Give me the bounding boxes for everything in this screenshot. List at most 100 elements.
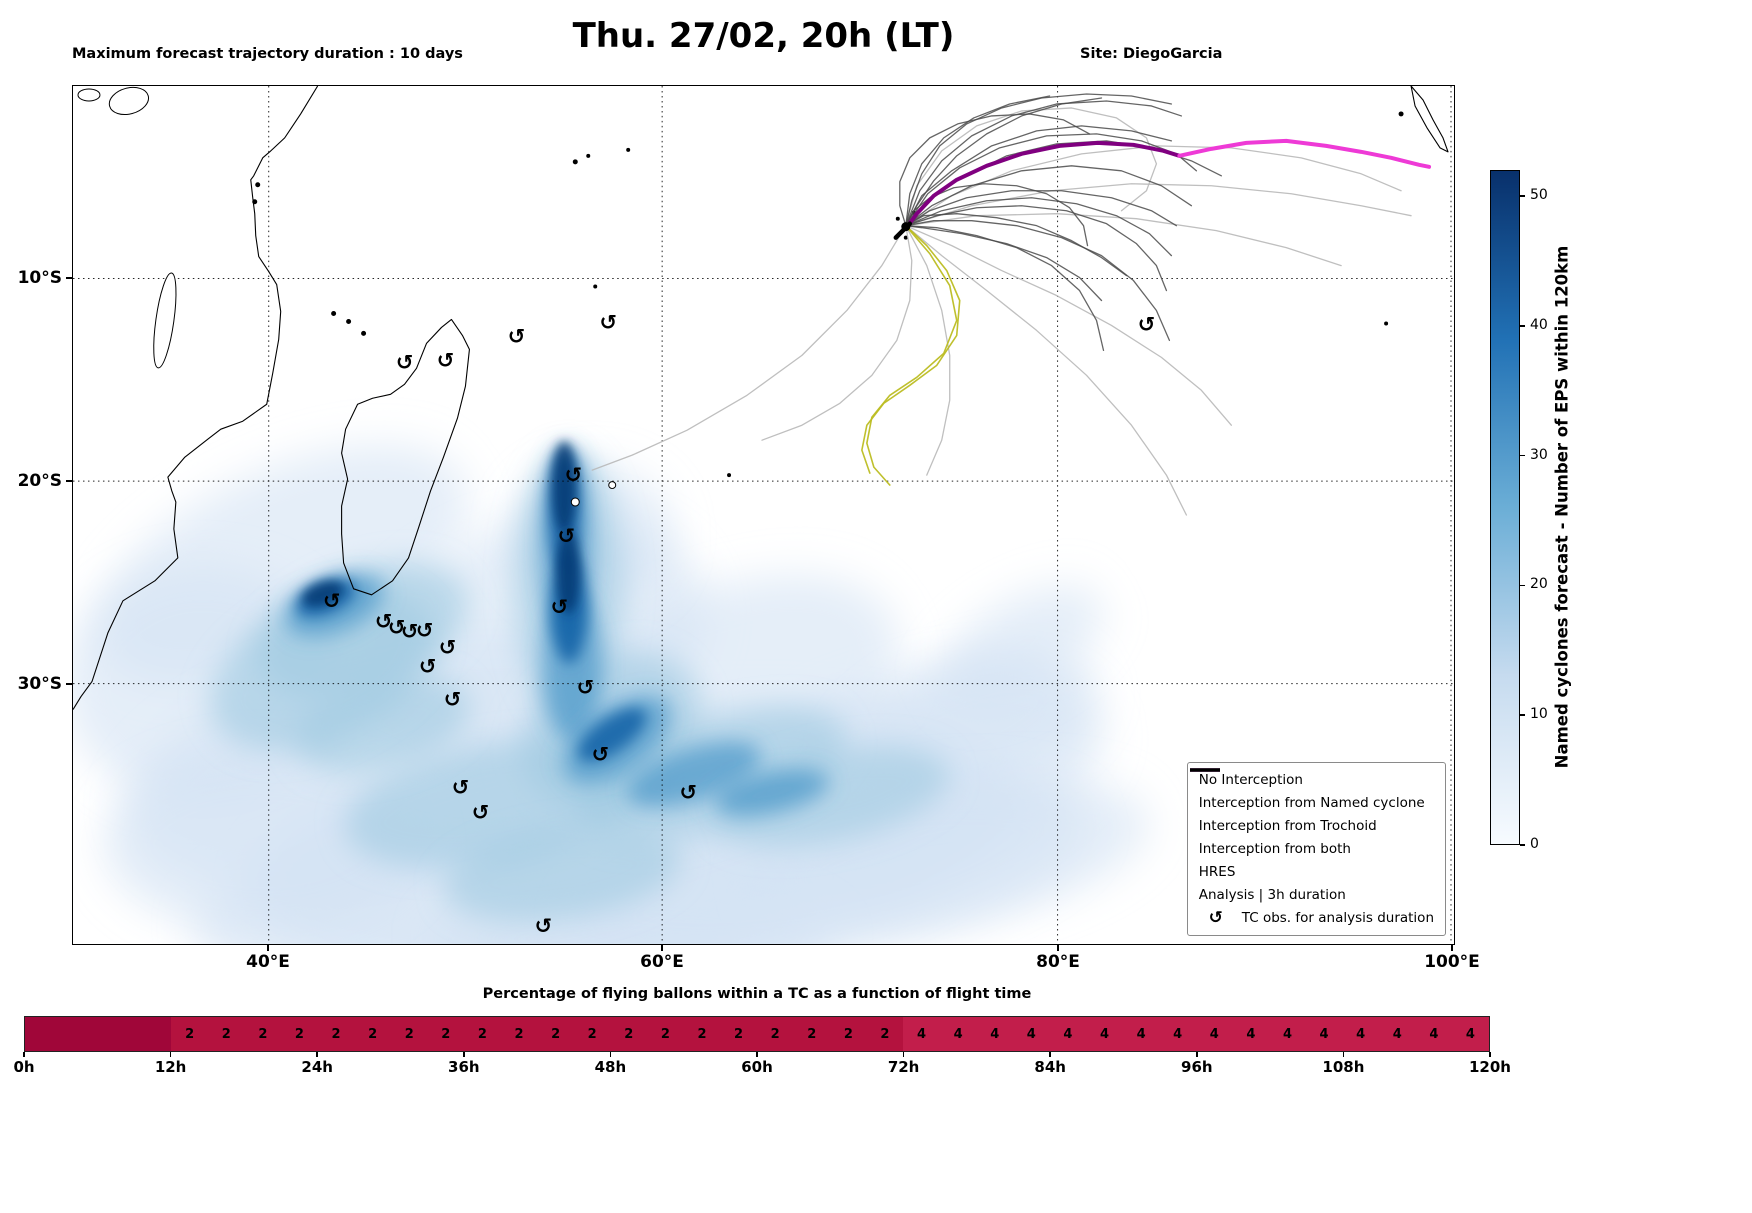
legend-item-label: Interception from both [1198,841,1351,857]
legend-item-label: Interception from Trochoid [1198,818,1377,834]
timeline-cell: 4 [1452,1017,1489,1051]
timeline-tick [1049,1052,1051,1057]
axis-tick-lat [66,683,72,685]
timeline-cell: 4 [1159,1017,1196,1051]
axis-tick-lon [1451,945,1453,951]
tc-symbol: ↺ [1208,908,1223,928]
tc-symbol: ↺ [564,463,582,487]
tc-symbol: ↺ [439,636,457,660]
island [1398,111,1404,117]
island [255,182,261,188]
hres-extension-track [1177,138,1432,169]
tc-symbol: ↺ [576,676,594,700]
axis-tick-label-lon: 80°E [1036,952,1080,972]
colorbar [1490,170,1520,845]
tc-symbol: ↺ [1138,312,1156,336]
tc-symbol: ↺ [388,616,406,640]
island [346,318,352,324]
tc-symbol: ↺ [535,914,553,938]
density-blob [715,769,829,816]
axis-tick-label-time: 0h [13,1058,35,1076]
colorbar-tick [1520,454,1525,457]
trajectories-hres-extension [1177,138,1432,169]
legend-item-label: Analysis | 3h duration [1198,887,1346,903]
density-blob [443,826,682,922]
density-blob [714,745,950,847]
timeline-cell: 2 [720,1017,757,1051]
timeline-cell [61,1017,99,1051]
deployment-origin-dot [901,222,911,232]
lake [77,88,101,102]
density-blob [577,779,1087,944]
axis-tick-label-lon: 40°E [246,952,290,972]
island [331,310,337,316]
timeline-cell: 2 [537,1017,574,1051]
axis-tick-lat [66,277,72,279]
tc-symbol: ↺ [599,310,617,334]
tc-symbol: ↺ [416,619,434,643]
timeline-cell: 4 [1122,1017,1160,1051]
trajectory [905,213,1342,267]
axis-tick-label-time: 96h [1181,1058,1213,1076]
timeline-cell [98,1017,135,1051]
legend: No Interception Interception from Named c… [1186,762,1446,936]
colorbar-tick-label: 10 [1530,706,1548,723]
tc-symbol: ↺ [437,348,455,372]
trajectory [591,225,907,471]
axis-tick-label-time: 108h [1322,1058,1365,1076]
map-panel: ↺ ↺ ↺ ↺ ↺ ↺ ↺ ↺ ↺ ↺ ↺ ↺ ↺ ↺ ↺ ↺ ↺ ↺ ↺ ↺ ↺ ↺ No Interception In… [72,85,1455,945]
trajectory [905,183,1089,247]
timeline-cell: 2 [756,1017,794,1051]
island [572,159,578,165]
timeline-cell: 2 [281,1017,318,1051]
timeline-tick [902,1052,905,1057]
colorbar-tick [1520,714,1525,716]
trajectories-trochoid [861,224,961,486]
timeline-tick [316,1052,318,1057]
axis-tick-lat [66,480,72,482]
colorbar-label: Named cyclones forecast - Number of EPS … [1552,245,1572,769]
colorbar-tick-label: 40 [1530,316,1548,333]
timeline-cell: 2 [354,1017,391,1051]
timeline-tick [1342,1052,1345,1057]
trochoid-track [861,224,961,474]
timeline-cell [134,1017,172,1051]
timeline-cell: 4 [1305,1017,1343,1051]
lake [153,272,177,369]
timeline-cell: 2 [317,1017,355,1051]
axis-tick-label-lon: 60°E [640,952,684,972]
density-blob [940,585,1103,705]
timeline-cell: 4 [1049,1017,1087,1051]
axis-tick-label-time: 24h [301,1058,333,1076]
axis-tick-lon [1057,945,1059,951]
density-blob [102,754,423,935]
tc-symbol: ↺ [551,595,569,619]
timeline-tick [609,1052,612,1057]
timeline-tick [1489,1052,1491,1057]
trajectory [905,205,1168,292]
timeline-cell: 2 [647,1017,684,1051]
timeline-tick [23,1052,25,1057]
coastline [73,86,319,710]
trajectory [905,93,1173,227]
tc-symbol: ↺ [452,775,470,799]
timeline-tick [463,1052,465,1057]
density-blob [552,441,577,533]
trajectories-no-interception-dark [899,93,1222,352]
timeline-cell: 4 [1269,1017,1306,1051]
trajectory [905,197,1173,257]
map-canvas: ↺↺↺ ↺↺↺↺↺↺↺↺↺↺↺↺↺ ↺↺↺↺↺↺ [73,86,1454,944]
density-blob [210,588,436,751]
timeline-title: Percentage of flying ballons within a TC… [482,986,1032,1002]
trajectory [905,225,1232,426]
legend-line-sample [1189,768,1220,772]
tc-symbol: ↺ [472,800,490,824]
timeline-cell: 4 [1415,1017,1453,1051]
island [586,153,591,158]
trajectory [905,97,1103,227]
axis-tick-label-time: 120h [1469,1058,1511,1076]
island [727,473,732,478]
island [252,199,258,205]
trajectory [905,213,1128,277]
